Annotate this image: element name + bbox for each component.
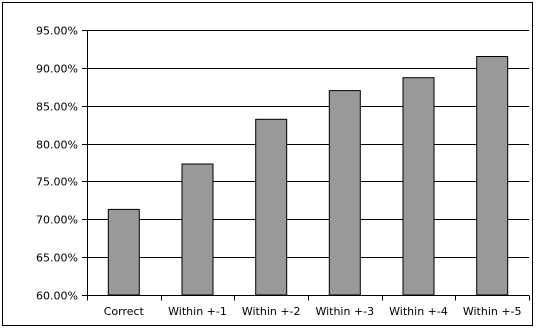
y-tick-label: 90.00% [36,63,78,76]
x-tick-label: Within +-2 [242,305,301,318]
x-tick-label: Within +-5 [463,305,522,318]
gridlines [87,30,529,258]
x-tick-label: Within +-1 [168,305,227,318]
bars [107,56,509,296]
x-tick-label: Correct [104,305,145,318]
x-tick-label: Within +-4 [389,305,448,318]
bar-6 [476,56,509,296]
bar-1 [107,208,140,296]
y-tick-label: 70.00% [36,214,78,227]
y-tick-label: 85.00% [36,101,78,114]
y-tick-label: 95.00% [36,25,78,38]
y-tick-label: 80.00% [36,139,78,152]
x-tick-label: Within +-3 [315,305,374,318]
y-axis: 60.00% 65.00% 70.00% 75.00% 80.00% 85.00% 90.0… [36,25,88,303]
y-tick-label: 60.00% [36,290,78,303]
bar-2 [181,163,214,296]
bar-4 [328,90,361,296]
y-tick-label: 65.00% [36,252,78,265]
x-axis: Correct Within +-1 Within +-2 Within +-3 Wit… [87,295,530,318]
chart-frame: 60.00% 65.00% 70.00% 75.00% 80.00% 85.00% 90.0… [2,2,533,326]
bar-chart: 60.00% 65.00% 70.00% 75.00% 80.00% 85.00% 90.0… [36,25,530,318]
y-tick-label: 75.00% [36,176,78,189]
bar-5 [402,77,435,296]
bar-3 [255,118,288,296]
